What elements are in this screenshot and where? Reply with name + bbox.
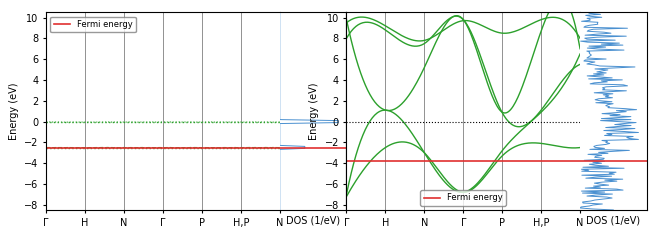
Y-axis label: Energy (eV): Energy (eV)	[309, 82, 319, 140]
X-axis label: DOS (1/eV): DOS (1/eV)	[586, 215, 640, 226]
Y-axis label: Energy (eV): Energy (eV)	[9, 82, 18, 140]
X-axis label: DOS (1/eV): DOS (1/eV)	[286, 215, 340, 226]
Legend: Fermi energy: Fermi energy	[420, 190, 506, 206]
Legend: Fermi energy: Fermi energy	[50, 17, 136, 32]
